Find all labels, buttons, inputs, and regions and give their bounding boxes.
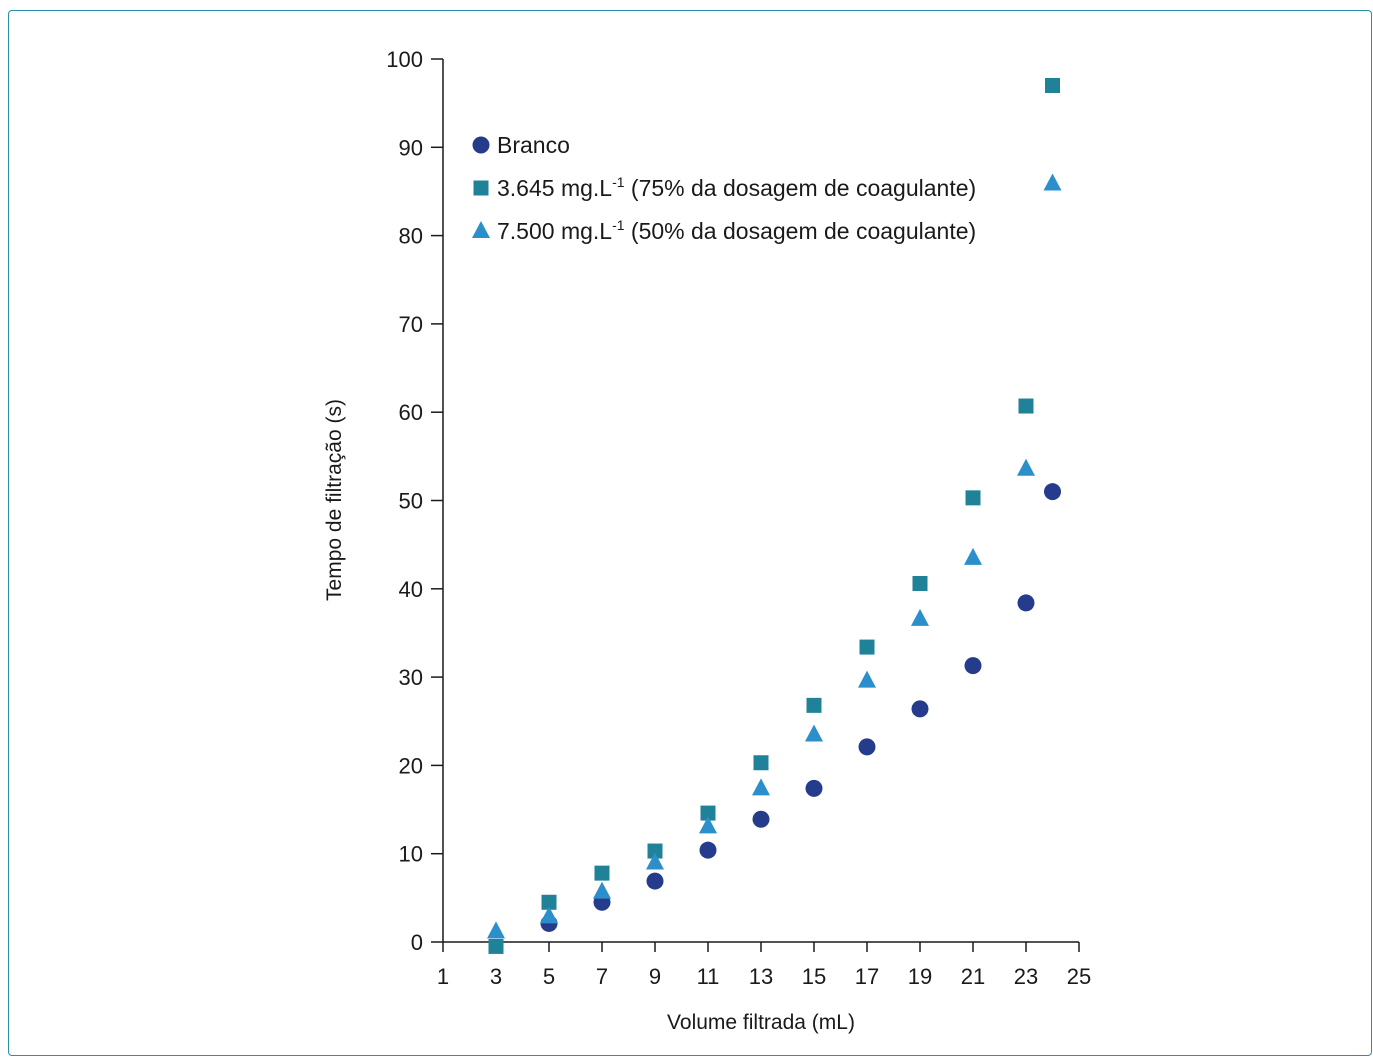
legend: Branco 3.645 mg.L-1 (75% da dosagem de co… [472, 132, 976, 244]
triangle-data-point [964, 547, 982, 565]
triangle-data-point [487, 921, 505, 939]
legend-label-text: 7.500 mg.L [497, 218, 612, 244]
data-points [487, 77, 1062, 954]
square-data-point [541, 894, 557, 910]
x-tick-label: 17 [855, 964, 879, 989]
square-data-point [1045, 77, 1060, 93]
x-tick-label: 9 [649, 964, 661, 989]
x-tick-label: 3 [490, 964, 502, 989]
circle-data-point [752, 810, 770, 828]
square-data-point [753, 755, 769, 771]
legend-label: 3.645 mg.L-1 (75% da dosagem de coagulan… [497, 174, 976, 201]
y-tick-label: 0 [411, 930, 423, 955]
triangle-data-point [540, 906, 558, 924]
triangle-data-point [593, 881, 611, 899]
triangle-data-point [1043, 173, 1062, 191]
square-data-point [1018, 398, 1034, 414]
circle-data-point [1044, 483, 1061, 501]
triangle-data-point [805, 724, 823, 742]
legend-label-suffix: (75% da dosagem de coagulante) [625, 175, 977, 201]
legend-label: Branco [497, 132, 570, 158]
x-tick-label: 7 [596, 964, 608, 989]
circle-data-point [805, 779, 823, 797]
y-tick-label: 20 [399, 753, 423, 778]
circle-data-point [858, 738, 876, 756]
y-tick-label: 100 [386, 47, 423, 72]
legend-circle-marker [472, 136, 490, 154]
square-data-point [700, 805, 716, 821]
x-tick-label: 13 [749, 964, 773, 989]
square-data-point [806, 697, 822, 713]
square-data-point [594, 865, 610, 881]
circle-data-point [699, 841, 717, 859]
triangle-data-point [911, 608, 929, 626]
legend-label-suffix: (50% da dosagem de coagulante) [625, 218, 977, 244]
legend-triangle-marker [472, 221, 490, 238]
x-axis-title: Volume filtrada (mL) [667, 1011, 855, 1034]
x-tick-label: 23 [1014, 964, 1038, 989]
y-axis-title: Tempo de filtração (s) [323, 399, 346, 601]
x-tick-label: 21 [961, 964, 985, 989]
square-data-point [965, 490, 981, 506]
legend-label: 7.500 mg.L-1 (50% da dosagem de coagulan… [497, 217, 976, 244]
legend-label-superscript: -1 [612, 174, 625, 190]
legend-label-text: Branco [497, 132, 570, 158]
y-tick-label: 60 [399, 400, 423, 425]
square-data-point [859, 639, 875, 655]
y-tick-label: 30 [399, 665, 423, 690]
y-tick-label: 90 [399, 135, 423, 160]
y-tick-label: 80 [399, 224, 423, 249]
x-tick-label: 19 [908, 964, 932, 989]
circle-data-point [964, 657, 982, 675]
square-data-point [647, 843, 663, 859]
triangle-data-point [752, 778, 770, 796]
circle-data-point [646, 872, 664, 890]
y-tick-label: 70 [399, 312, 423, 337]
legend-square-marker [473, 180, 489, 196]
y-tick-label: 40 [399, 577, 423, 602]
triangle-data-point [1017, 458, 1035, 476]
y-tick-label: 50 [399, 489, 423, 514]
x-tick-label: 1 [437, 964, 449, 989]
square-data-point [488, 938, 504, 954]
triangle-data-point [646, 852, 664, 870]
square-data-point [912, 576, 928, 592]
circle-data-point [911, 700, 929, 718]
x-tick-label: 25 [1067, 964, 1091, 989]
x-tick-label: 15 [802, 964, 826, 989]
x-tick-label: 11 [697, 964, 720, 989]
circle-data-point [1017, 594, 1035, 612]
y-tick-label: 10 [399, 842, 423, 867]
triangle-data-point [699, 816, 717, 834]
legend-label-superscript: -1 [612, 217, 625, 233]
x-axis-ticks: 1 3 5 7 9 11 13 15 17 19 21 23 25 [437, 942, 1091, 989]
x-tick-label: 5 [543, 964, 555, 989]
y-axis-ticks: 0 10 20 30 40 50 60 70 80 90 100 [386, 47, 443, 955]
triangle-data-point [858, 670, 876, 688]
legend-label-text: 3.645 mg.L [497, 175, 612, 201]
figure-frame [8, 10, 1372, 1056]
